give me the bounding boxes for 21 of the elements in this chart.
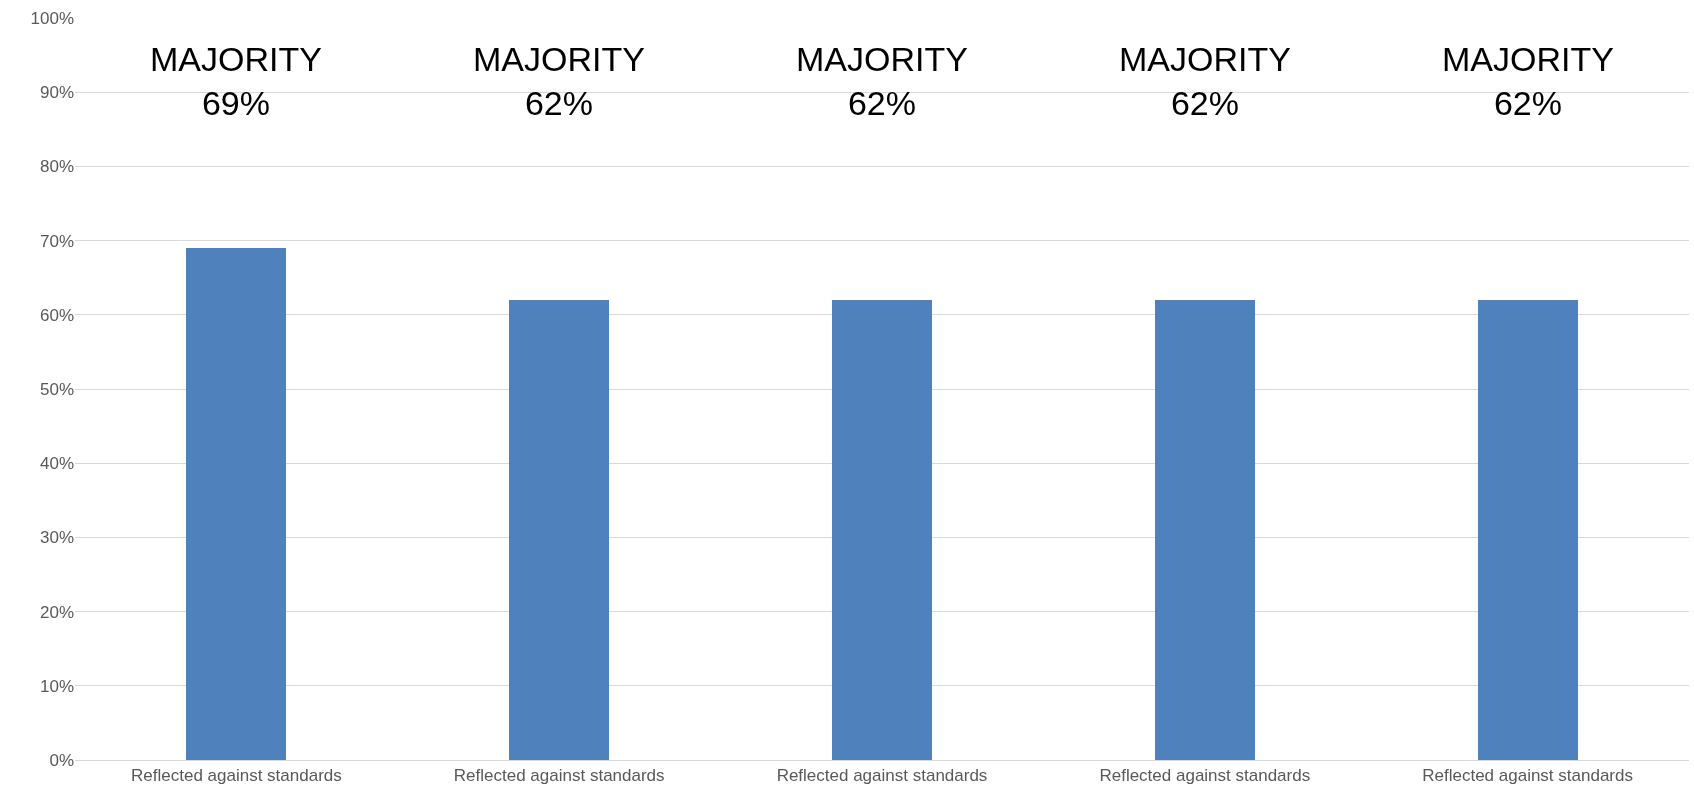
y-tick-label: 80% [39,157,74,177]
annotation: MAJORITY 62% [1119,40,1291,123]
y-tick-label: 50% [39,379,74,399]
y-tick-label: 100% [30,8,74,28]
annotation: MAJORITY 69% [150,40,322,123]
y-tick-label: 0% [49,750,74,770]
y-tick-label: 40% [39,454,74,474]
x-tick-label: Reflected against standards [453,766,665,786]
annotation: MAJORITY 62% [473,40,645,123]
x-tick-label: Reflected against standards [1099,766,1311,786]
y-tick-label: 10% [39,676,74,696]
x-tick-label: Reflected against standards [131,766,342,786]
y-tick-label: 30% [39,528,74,548]
y-tick-label: 20% [39,602,74,622]
y-tick-label: 90% [39,83,74,103]
y-tick-label: 70% [39,231,74,251]
y-tick-label: 60% [39,305,74,325]
x-tick-label: Reflected against standards [776,766,988,786]
annotation: MAJORITY 62% [1442,40,1614,123]
annotation: MAJORITY 62% [796,40,968,123]
x-tick-label: Reflected against standards [1422,766,1633,786]
